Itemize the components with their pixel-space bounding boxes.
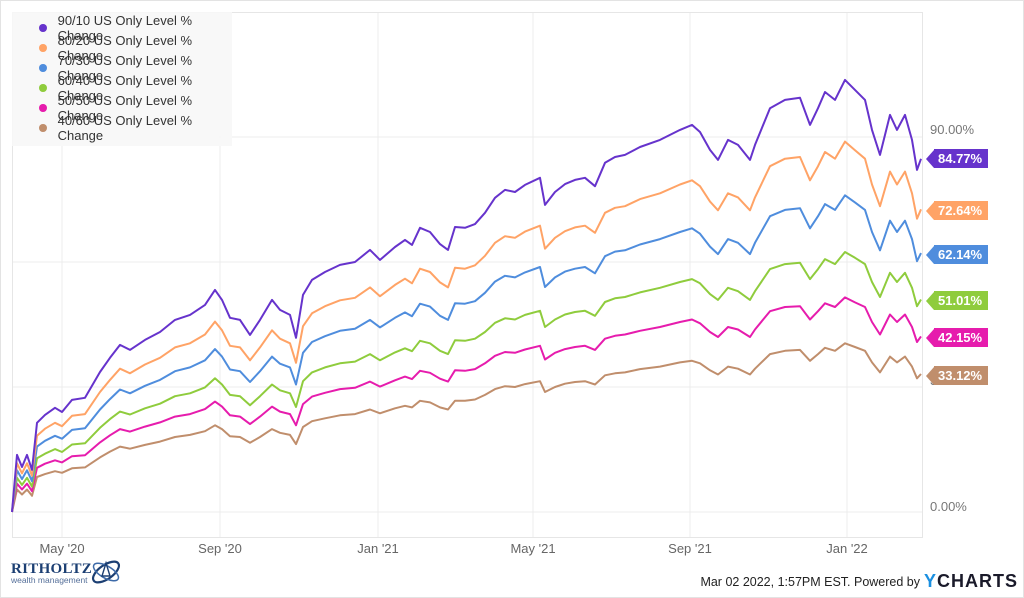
- end-value: 62.14%: [934, 245, 989, 264]
- end-label-40-60: 33.12%: [926, 366, 989, 385]
- x-tick-sep-21: Sep '21: [668, 541, 712, 556]
- ritholtz-logo: RITHOLTZ wealth management: [11, 560, 121, 585]
- ycharts-logo: YCHARTS: [924, 571, 1018, 592]
- legend-dot-icon: [39, 124, 47, 132]
- legend-label: 50/50 US Only Level % Change: [57, 93, 192, 123]
- x-tick-may-20: May '20: [39, 541, 85, 556]
- ycharts-rest: CHARTS: [937, 571, 1018, 591]
- legend: 90/10 US Only Level % Change 80/20 US On…: [12, 12, 232, 146]
- series-line-5[interactable]: [11, 342, 922, 513]
- legend-dot-icon: [39, 84, 47, 92]
- logo-subtitle: wealth management: [11, 575, 88, 585]
- end-value: 51.01%: [934, 291, 989, 310]
- end-label-80-20: 72.64%: [926, 201, 989, 220]
- tag-pointer-icon: [926, 149, 934, 168]
- plot-area: [12, 12, 923, 538]
- series-line-3[interactable]: [11, 251, 922, 513]
- legend-item-40-60[interactable]: 40/60 US Only Level % Change: [12, 113, 232, 143]
- legend-dot-icon: [39, 64, 47, 72]
- timestamp-text: Mar 02 2022, 1:57PM EST. Powered by: [700, 575, 920, 589]
- end-label-70-30: 62.14%: [926, 245, 989, 264]
- legend-label: 40/60 US Only Level % Change: [57, 113, 192, 143]
- x-tick-jan-21: Jan '21: [357, 541, 399, 556]
- legend-item-90-10[interactable]: 90/10 US Only Level % Change: [12, 13, 232, 43]
- series-line-4[interactable]: [11, 296, 922, 513]
- ycharts-y: Y: [923, 571, 937, 591]
- ritholtz-emblem-icon: [91, 560, 121, 584]
- legend-label: 80/20 US Only Level % Change: [57, 33, 192, 63]
- end-value: 33.12%: [934, 366, 989, 385]
- x-tick-jan-22: Jan '22: [826, 541, 868, 556]
- tag-pointer-icon: [926, 328, 934, 347]
- logo-name: RITHOLTZ: [11, 561, 93, 577]
- tag-pointer-icon: [926, 201, 934, 220]
- y-tick-90: 90.00%: [930, 122, 975, 137]
- end-value: 72.64%: [934, 201, 989, 220]
- legend-item-60-40[interactable]: 60/40 US Only Level % Change: [12, 73, 232, 103]
- end-label-60-40: 51.01%: [926, 291, 989, 310]
- series-line-0[interactable]: [11, 78, 922, 513]
- y-tick-0: 0.00%: [930, 499, 967, 514]
- legend-item-80-20[interactable]: 80/20 US Only Level % Change: [12, 33, 232, 63]
- legend-label: 90/10 US Only Level % Change: [57, 13, 192, 43]
- legend-item-50-50[interactable]: 50/50 US Only Level % Change: [12, 93, 232, 123]
- legend-dot-icon: [39, 104, 47, 112]
- tag-pointer-icon: [926, 366, 934, 385]
- tag-pointer-icon: [926, 291, 934, 310]
- legend-dot-icon: [39, 24, 47, 32]
- legend-dot-icon: [39, 44, 47, 52]
- legend-item-70-30[interactable]: 70/30 US Only Level % Change: [12, 53, 232, 83]
- series-line-1[interactable]: [11, 140, 922, 513]
- x-tick-sep-20: Sep '20: [198, 541, 242, 556]
- legend-label: 70/30 US Only Level % Change: [57, 53, 192, 83]
- end-label-90-10: 84.77%: [926, 149, 989, 168]
- tag-pointer-icon: [926, 245, 934, 264]
- x-tick-may-21: May '21: [510, 541, 556, 556]
- end-value: 84.77%: [934, 149, 989, 168]
- end-label-50-50: 42.15%: [926, 328, 989, 347]
- end-value: 42.15%: [934, 328, 989, 347]
- series-line-2[interactable]: [11, 194, 922, 513]
- legend-label: 60/40 US Only Level % Change: [57, 73, 192, 103]
